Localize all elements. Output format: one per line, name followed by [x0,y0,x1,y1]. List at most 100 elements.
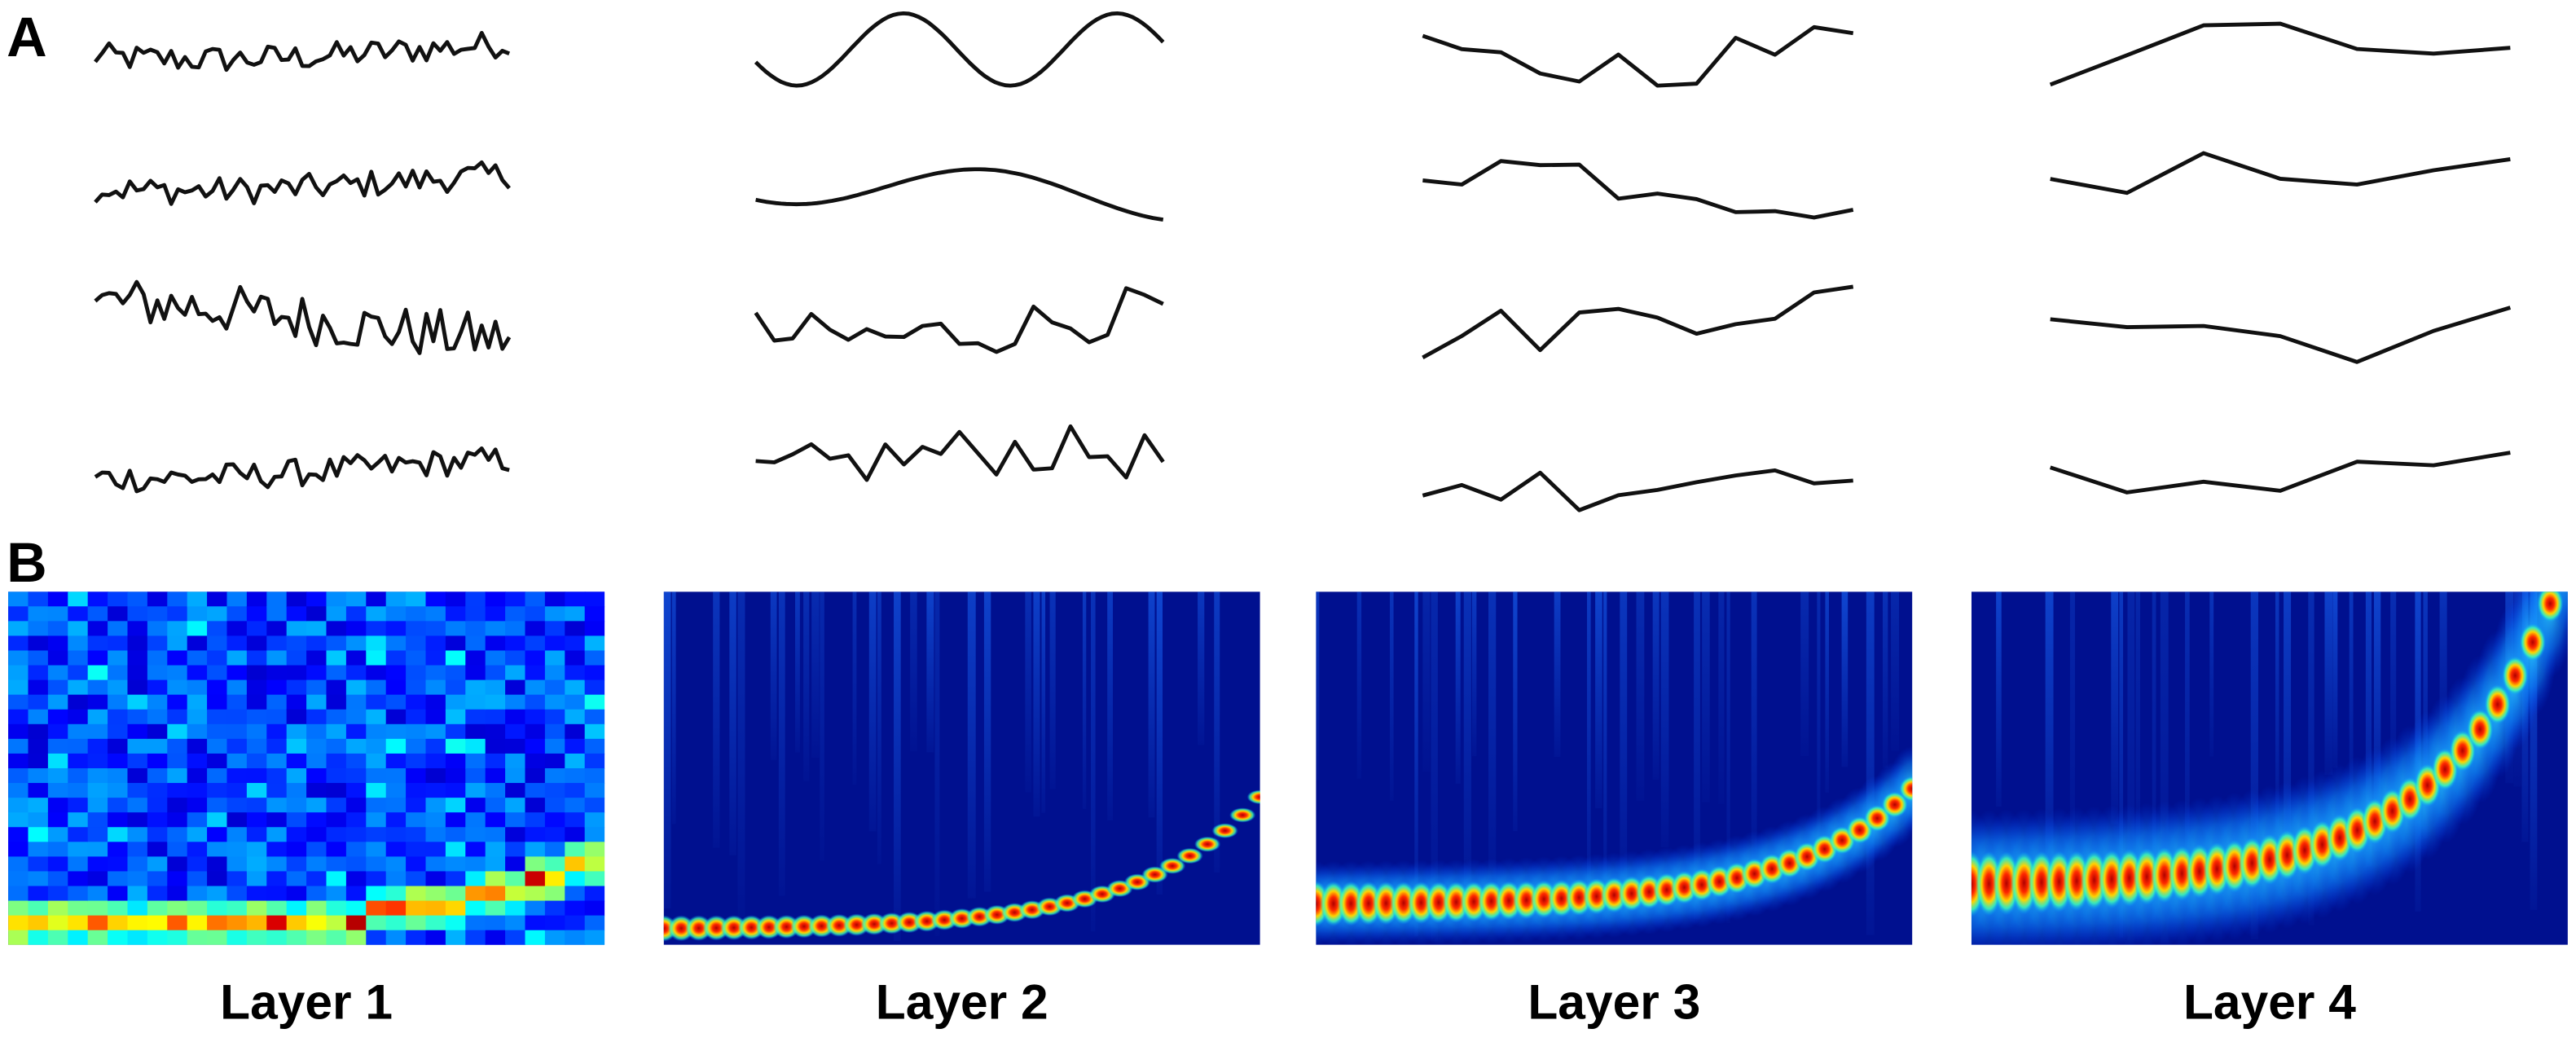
stripe [1866,591,1875,935]
heatmap-cell [406,871,427,887]
heatmap-cell [246,709,268,725]
heatmap-cell [584,856,605,873]
heatmap-cell [28,694,49,710]
heatmap-cell [385,900,407,917]
heatmap-cell [385,738,407,754]
stripe [795,591,800,753]
heatmap-cell [266,767,288,785]
heatmap-cell [485,827,507,843]
heatmap-cell [445,798,467,814]
heatmap-cell [425,635,446,652]
heatmap-cell [207,694,228,710]
heatmap-cell [544,679,566,696]
ridge [1881,791,1908,818]
heatmap-cell [366,886,387,902]
heatmap-cell [286,723,308,740]
stripe [1049,591,1056,789]
heatmap-cell [406,665,427,681]
heatmap-cell [127,886,148,902]
stripe [2373,591,2381,851]
heatmap-cell [266,723,288,740]
heatmap-cell [108,798,129,814]
stripe [2127,591,2135,941]
heatmap-cell [485,709,507,725]
stripe [1702,591,1710,802]
heatmap-cell [226,591,248,608]
heatmap-cell [345,694,367,710]
heatmap-cell [87,679,109,696]
heatmap-cell [187,591,209,608]
heatmap-cell [246,900,268,917]
heatmap-cell [485,930,507,945]
heatmap-cell [505,679,526,696]
heatmap-cell [286,812,308,829]
heatmap-cell [187,694,209,710]
heatmap-cell [445,606,467,622]
heatmap-cell [246,679,268,696]
heatmap-cell [406,856,427,873]
heatmap-cell [286,886,308,902]
stripe [1390,591,1394,801]
heatmap-cell [8,591,29,608]
heatmap-cell [406,783,427,799]
heatmap-cell [147,709,169,725]
heatmap-cell [87,650,109,666]
heatmap-cell [485,886,507,902]
stripe [803,591,810,781]
heatmap-cell [226,900,248,917]
heatmap-cell [465,738,486,754]
heatmap-cell [266,591,288,608]
heatmap-cell [207,871,228,887]
heatmap-cell [207,842,228,858]
heatmap-cell [207,753,228,770]
heatmap-cell [345,930,367,945]
heatmap-cell [326,606,347,622]
heatmap-cell [366,723,387,740]
heatmap-cell [226,679,248,696]
heatmap-cell [425,798,446,814]
heatmap-cell [565,650,586,666]
heatmap-cell [68,621,89,637]
heatmap-cell [68,915,89,931]
heatmap-cell [286,635,308,652]
heatmap-cell [246,930,268,945]
heatmap-cell [306,621,327,637]
heatmap-cell [47,767,69,785]
heatmap-cell [345,723,367,740]
heatmap-cell [246,886,268,902]
stripe [1595,591,1602,809]
heatmap-cell [584,827,605,843]
heatmap-cell [505,591,526,608]
stripe [1694,591,1700,920]
heatmap-cell [345,606,367,622]
heatmap-cell [366,635,387,652]
heatmap-cell [47,842,69,858]
heatmap-cell [108,650,129,666]
heatmap-cell [266,621,288,637]
heatmap-cell [246,591,268,608]
heatmap-cell [505,827,526,843]
ridge [1193,836,1221,852]
heatmap-cell [544,783,566,799]
heatmap-cell [8,783,29,799]
heatmap-cell [108,591,129,608]
heatmap-cell [286,915,308,931]
heatmap-cell [326,679,347,696]
heatmap-cell [525,812,546,829]
heatmap-cell [544,591,566,608]
heatmap-cell [544,827,566,843]
heatmap-cell [28,871,49,887]
heatmap-cell [87,753,109,770]
heatmap-cell [226,798,248,814]
heatmap-cell [544,842,566,858]
heatmap-cell [385,606,407,622]
heatmap-cell [68,591,89,608]
heatmap-cell [565,856,586,873]
heatmap-cell [306,886,327,902]
heatmap-cell [147,812,169,829]
heatmap-cell [187,842,209,858]
heatmap-cell [406,900,427,917]
heatmap-cell [286,591,308,608]
heatmap-cell [326,783,347,799]
